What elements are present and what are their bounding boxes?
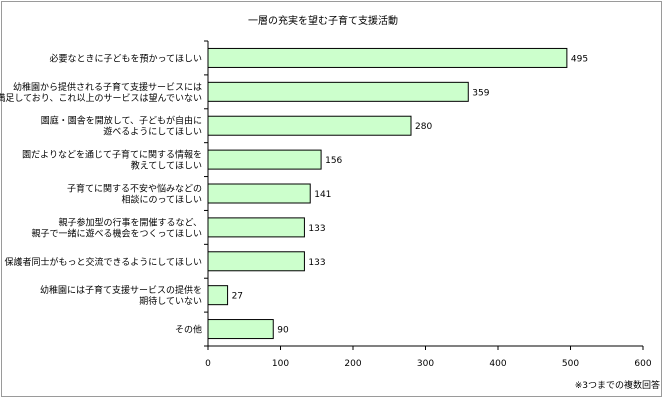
- bar: [207, 251, 305, 272]
- category-label: 保護者同士がもっと交流できるようにしてほしい: [4, 256, 202, 268]
- chart-title: 一層の充実を望む子育て支援活動: [248, 14, 398, 27]
- bar: [207, 217, 305, 238]
- data-label: 27: [232, 292, 243, 302]
- x-tick-label: 400: [489, 359, 506, 369]
- x-tick-label: 200: [344, 359, 361, 369]
- category-label: 幼稚園には子育て支援サービスの提供を期待していない: [40, 284, 202, 307]
- data-label: 141: [314, 190, 331, 200]
- plot-area: 0 100 200 300 400 500 600 495 必要なときに子どもを預かってほしい 3…: [0, 40, 652, 369]
- data-label: 156: [325, 156, 342, 166]
- bar: [207, 81, 469, 102]
- category-label: 園庭・園舎を開放して、子どもが自由に遊べるようにしてほしい: [41, 115, 202, 138]
- data-label: 280: [415, 122, 432, 132]
- bar: [207, 319, 274, 340]
- chart-note: ※3つまでの複数回答: [575, 379, 660, 391]
- data-label: 495: [571, 54, 588, 64]
- category-label: その他: [175, 324, 202, 336]
- x-tick-label: 500: [562, 359, 579, 369]
- category-label: 子育てに関する不安や悩みなどの相談にのってほしい: [67, 183, 202, 206]
- x-tick-label: 600: [634, 359, 651, 369]
- category-label: 園だよりなどを通じて子育てに関する情報を教えてしてほしい: [22, 149, 202, 172]
- category-label: 親子参加型の行事を開催するなど、親子で一緒に遊べる機会をつくってほしい: [31, 216, 202, 239]
- category-label: 幼稚園から提供される子育て支援サービスには十分満足しており、これ以上のサービスは…: [0, 81, 202, 104]
- data-label: 133: [308, 258, 325, 268]
- bar: [207, 115, 412, 136]
- category-label: 必要なときに子どもを預かってほしい: [49, 52, 202, 64]
- bar: [207, 285, 229, 306]
- x-tick-label: 0: [205, 359, 211, 369]
- x-tick-label: 100: [272, 359, 289, 369]
- data-label: 90: [277, 326, 289, 336]
- data-label: 133: [308, 224, 325, 234]
- bar: [207, 149, 322, 170]
- x-tick-label: 300: [417, 359, 434, 369]
- bar: [207, 183, 311, 204]
- data-label: 359: [472, 88, 489, 98]
- bar: [207, 47, 568, 68]
